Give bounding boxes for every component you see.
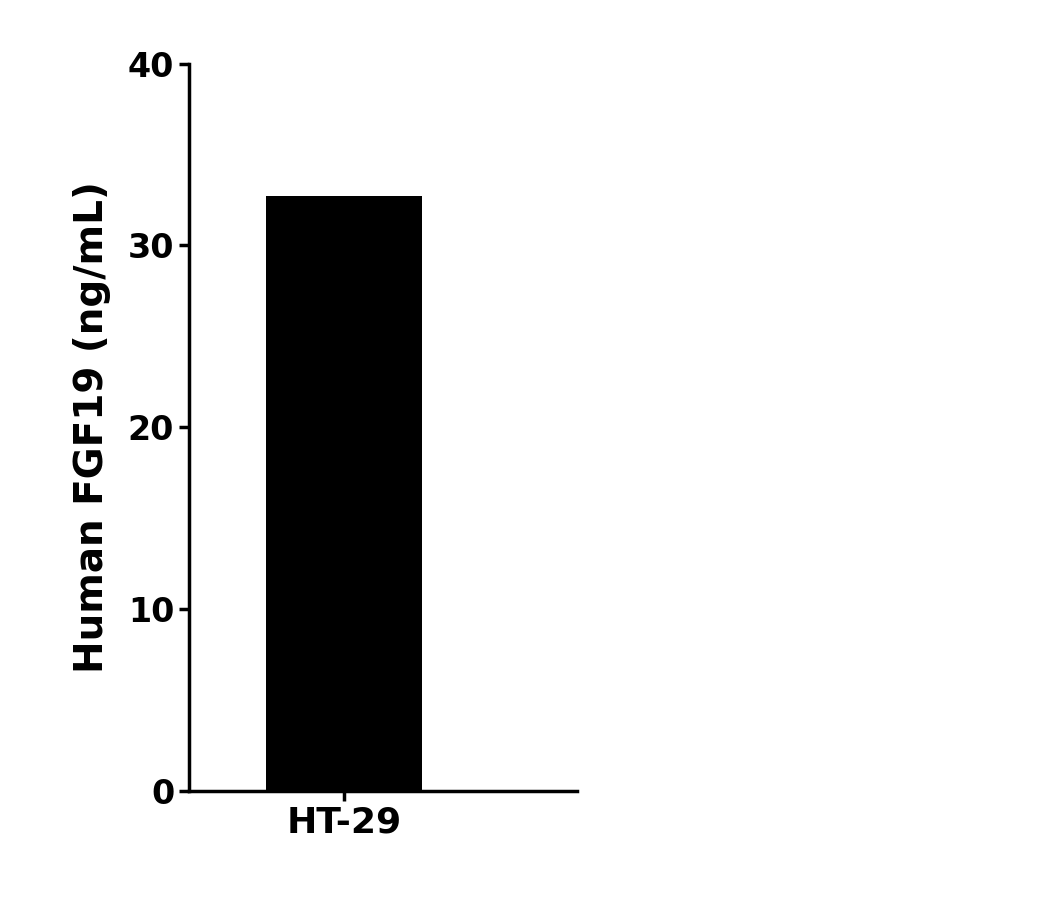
Bar [266, 196, 422, 791]
Y-axis label: Human FGF19 (ng/mL): Human FGF19 (ng/mL) [73, 181, 111, 674]
